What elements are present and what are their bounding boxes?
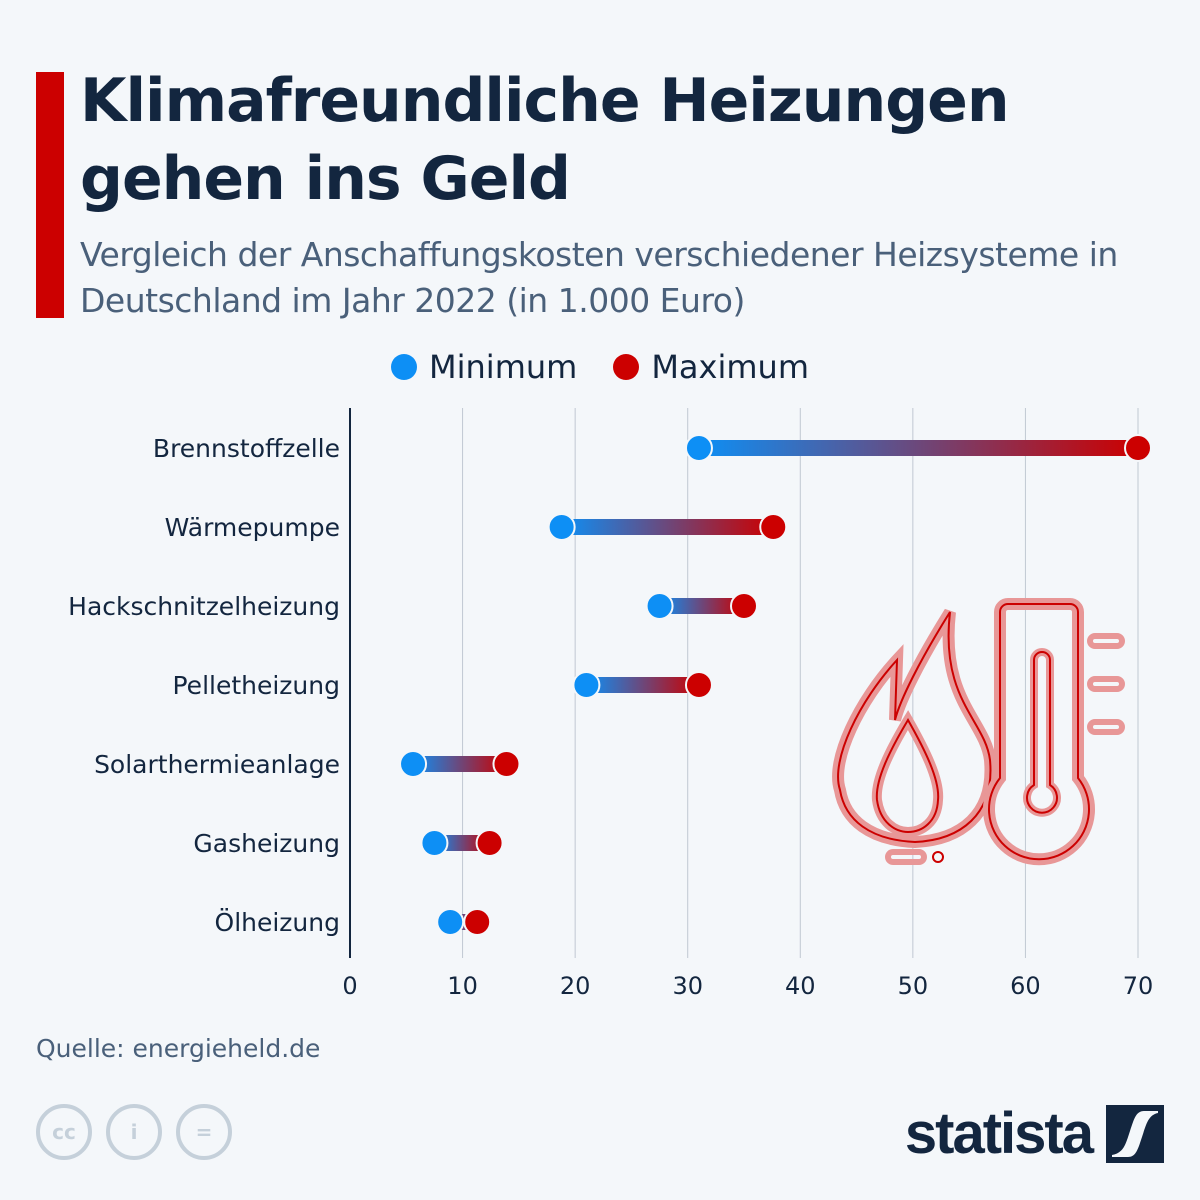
statista-mark-icon <box>1106 1104 1164 1163</box>
min-point <box>547 513 576 541</box>
dumbbell-chart: 0 10 20 30 40 50 60 70 Brennstoffzelle Wärmepump… <box>68 408 1154 1000</box>
heating-illustration <box>832 598 1125 866</box>
max-point <box>463 908 492 936</box>
max-point <box>759 513 788 541</box>
x-tick-label: 0 <box>342 972 357 1000</box>
range-bar <box>413 756 507 772</box>
min-point <box>645 592 674 620</box>
max-point <box>1124 434 1152 462</box>
legend: Minimum Maximum <box>0 348 1200 386</box>
thermometer-icon <box>983 598 1125 866</box>
legend-item-maximum: Maximum <box>613 348 809 386</box>
range-bar <box>698 440 1138 456</box>
x-tick-label: 70 <box>1123 972 1154 1000</box>
brand-name: statista <box>904 1101 1094 1166</box>
license-icons: cc i = <box>36 1104 232 1160</box>
min-point <box>572 671 601 699</box>
category-label: Gasheizung <box>193 829 340 858</box>
range-bar <box>586 677 699 693</box>
x-tick-label: 40 <box>785 972 816 1000</box>
flame-icon <box>832 608 997 865</box>
range-bar <box>659 598 744 614</box>
category-label: Ölheizung <box>215 908 340 937</box>
x-tick-label: 20 <box>560 972 591 1000</box>
range-bar <box>561 519 774 535</box>
no-derivatives-icon[interactable]: = <box>176 1104 232 1160</box>
accent-bar <box>36 72 64 318</box>
legend-item-minimum: Minimum <box>391 348 577 386</box>
x-tick-label: 60 <box>1010 972 1041 1000</box>
min-point <box>684 434 713 462</box>
max-point <box>475 829 504 857</box>
legend-label-maximum: Maximum <box>651 348 809 386</box>
chart-title: Klimafreundliche Heizungen gehen ins Gel… <box>80 66 1010 214</box>
chart-subtitle: Vergleich der Anschaffungskosten verschi… <box>80 235 1118 320</box>
category-label: Brennstoffzelle <box>153 434 340 463</box>
statista-logo[interactable]: statista <box>905 1100 1164 1167</box>
legend-dot-maximum <box>613 354 640 380</box>
max-point <box>492 750 521 778</box>
min-point <box>399 750 428 778</box>
legend-label-minimum: Minimum <box>429 348 578 386</box>
max-point <box>684 671 713 699</box>
category-label: Solarthermieanlage <box>94 750 340 779</box>
range-bar <box>434 835 490 851</box>
min-point <box>420 829 449 857</box>
x-tick-label: 50 <box>898 972 929 1000</box>
source-note: Quelle: energieheld.de <box>36 1034 321 1063</box>
legend-dot-minimum <box>391 354 418 380</box>
cc-icon[interactable]: cc <box>36 1104 92 1160</box>
category-label: Wärmepumpe <box>165 513 340 542</box>
attribution-icon[interactable]: i <box>106 1104 162 1160</box>
category-label: Hackschnitzelheizung <box>68 592 340 621</box>
max-point <box>730 592 758 620</box>
x-tick-label: 10 <box>447 972 478 1000</box>
x-tick-label: 30 <box>672 972 703 1000</box>
category-label: Pelletheizung <box>173 671 341 700</box>
min-point <box>436 908 465 936</box>
